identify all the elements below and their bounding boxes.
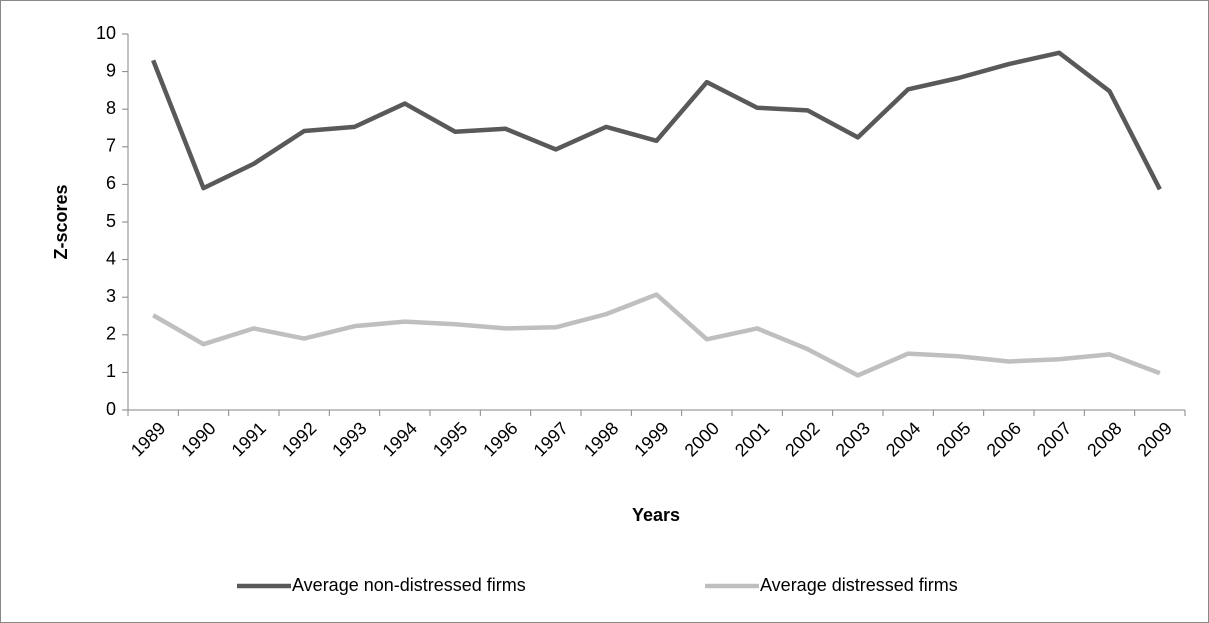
legend-label: Average non-distressed firms (292, 575, 526, 595)
y-tick-label: 4 (106, 248, 116, 268)
y-tick-label: 3 (106, 286, 116, 306)
y-tick-label: 1 (106, 361, 116, 381)
legend-label: Average distressed firms (760, 575, 958, 595)
series-line (151, 50, 1162, 191)
y-tick-label: 7 (106, 136, 116, 156)
y-axis-title: Z-scores (51, 184, 71, 259)
y-tick-label: 2 (106, 324, 116, 344)
x-axis-title: Years (632, 505, 680, 525)
y-tick-label: 8 (106, 98, 116, 118)
y-tick-label: 6 (106, 173, 116, 193)
y-tick-label: 9 (106, 60, 116, 80)
y-tick-label: 10 (96, 23, 116, 43)
series-line (152, 292, 1161, 378)
y-tick-label: 5 (106, 211, 116, 231)
y-tick-label: 0 (106, 399, 116, 419)
